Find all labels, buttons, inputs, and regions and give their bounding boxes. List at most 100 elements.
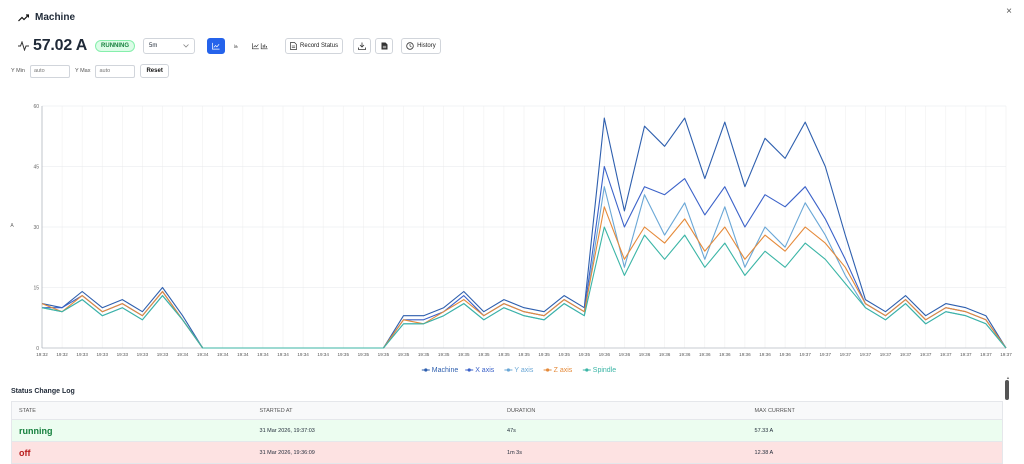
record-status-button[interactable]: Record Status [285,38,344,54]
legend-entry: Machine [432,367,459,374]
file-icon [381,42,388,50]
y-max-input[interactable] [95,64,136,78]
chevron-down-icon [183,44,189,48]
x-tick-label: 19:33 [137,352,149,357]
range-select[interactable]: 5m [143,38,196,54]
page-title-text: Machine [35,12,76,23]
x-tick-label: 19:33 [157,352,169,357]
y-min-input[interactable] [29,64,70,78]
bar-chart-button[interactable] [229,38,244,54]
x-tick-label: 19:36 [759,352,771,357]
legend-marker [546,368,550,372]
x-tick-label: 19:37 [980,352,992,357]
reset-button[interactable]: Reset [140,64,169,78]
table-row: off 31 Mar 2026, 19:36:09 1m 3s 12.38 A [12,442,1002,464]
file-text-icon [290,42,297,50]
header-state: STATE [19,407,36,414]
x-tick-label: 19:37 [820,352,832,357]
status-log-title: Status Change Log [11,388,75,395]
y-tick-label: 0 [36,346,39,352]
row-max-current: 12.38 A [754,449,774,456]
series-line-spindle [41,226,1007,349]
x-tick-label: 19:37 [880,352,892,357]
split-chart-icon [252,43,268,50]
x-tick-label: 19:37 [920,352,932,357]
table-header: STATE STARTED AT DURATION MAX CURRENT [12,402,1002,420]
x-tick-label: 19:35 [358,352,370,357]
legend-marker [467,368,471,372]
x-tick-label: 19:37 [840,352,852,357]
legend-entry: Spindle [593,367,616,374]
current-value: 57.02 A [33,37,88,54]
legend-entry: Y axis [514,367,533,374]
legend-marker [424,368,428,372]
table-row: running 31 Mar 2026, 19:37:03 47s 57.33 … [12,420,1002,442]
y-min-label: Y Min [11,68,25,74]
x-tick-label: 19:33 [117,352,129,357]
y-tick-label: 45 [33,165,39,171]
close-icon[interactable]: × [1006,6,1012,17]
x-tick-label: 19:33 [76,352,88,357]
legend-entry: X axis [475,367,495,374]
x-tick-label: 19:35 [378,352,390,357]
export-file-button[interactable] [375,38,394,54]
page-title: Machine [18,12,75,23]
x-tick-label: 19:35 [458,352,470,357]
x-tick-label: 19:36 [739,352,751,357]
header-max-current: MAX CURRENT [754,407,795,414]
record-status-label: Record Status [300,43,339,49]
download-button[interactable] [353,38,372,54]
x-tick-label: 19:36 [639,352,651,357]
x-tick-label: 19:34 [317,352,329,357]
x-tick-label: 19:37 [940,352,952,357]
legend-marker [506,368,510,372]
x-tick-label: 19:37 [900,352,912,357]
x-tick-label: 19:36 [779,352,791,357]
x-tick-label: 19:34 [217,352,229,357]
x-tick-label: 19:35 [338,352,350,357]
current-line-chart: 0 15 30 45 60 A 19:32 19:32 19:33 19:33 19:33 19:33… [10,104,1012,374]
history-label: History [417,43,436,49]
legend-entry: Z axis [554,367,573,374]
bar-chart-icon [234,44,238,48]
scrollbar-thumb[interactable] [1005,380,1009,400]
history-icon [406,42,414,50]
row-state: running [19,425,53,436]
x-tick-label: 19:36 [719,352,731,357]
line-chart-button[interactable] [207,38,226,54]
x-tick-label: 19:37 [960,352,972,357]
x-tick-label: 19:35 [579,352,591,357]
trending-up-icon [18,13,29,21]
x-tick-label: 19:32 [36,352,48,357]
y-tick-label: 60 [33,104,39,110]
header-duration: DURATION [507,407,536,414]
x-tick-label: 19:36 [679,352,691,357]
x-tick-label: 19:35 [478,352,490,357]
x-tick-label: 19:35 [438,352,450,357]
toolbar: 57.02 A RUNNING 5m Record Status History [18,36,445,56]
line-chart-icon [212,42,220,50]
x-tick-label: 19:35 [518,352,530,357]
x-tick-label: 19:35 [538,352,550,357]
activity-icon [18,41,29,51]
row-started: 31 Mar 2026, 19:36:09 [259,449,315,456]
status-log-table: STATE STARTED AT DURATION MAX CURRENT ru… [11,401,1003,464]
x-tick-label: 19:34 [237,352,249,357]
legend-marker [585,368,589,372]
row-duration: 1m 3s [507,449,522,456]
split-chart-button[interactable] [247,38,274,54]
y-tick-label: 30 [33,225,39,231]
x-tick-label: 19:37 [860,352,872,357]
x-tick-label: 19:36 [699,352,711,357]
y-range-controls: Y Min Y Max Reset [11,64,169,78]
y-max-label: Y Max [74,68,91,74]
row-max-current: 57.33 A [754,427,774,434]
history-button[interactable]: History [401,38,441,54]
x-tick-label: 19:34 [257,352,269,357]
x-tick-label: 19:37 [1000,352,1012,357]
x-tick-label: 19:34 [277,352,289,357]
x-tick-label: 19:35 [418,352,430,357]
scroll-up-icon[interactable]: ▲ [1006,375,1010,380]
row-started: 31 Mar 2026, 19:37:03 [259,427,315,434]
x-tick-label: 19:35 [498,352,510,357]
